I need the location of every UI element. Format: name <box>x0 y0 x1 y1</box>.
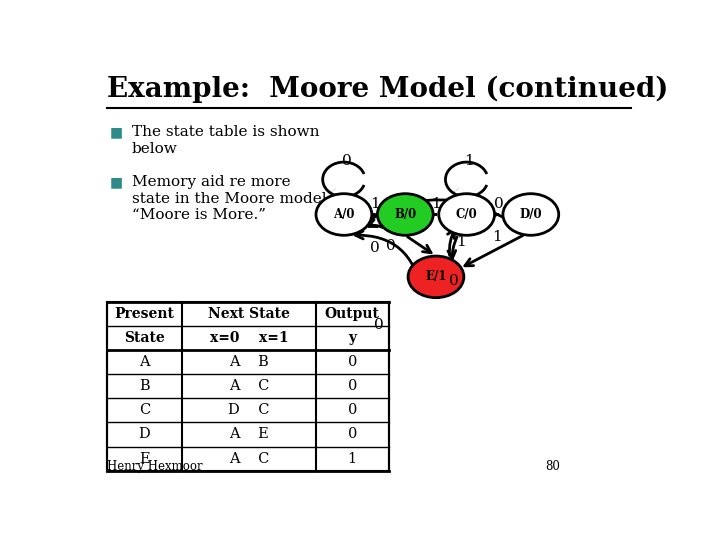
Circle shape <box>438 194 495 235</box>
Text: 1: 1 <box>464 153 474 167</box>
Text: 0: 0 <box>348 379 357 393</box>
Text: 0: 0 <box>374 318 384 332</box>
Text: D/0: D/0 <box>520 208 542 221</box>
Text: state in the Moore model:: state in the Moore model: <box>132 192 332 206</box>
Text: ■: ■ <box>109 175 122 189</box>
Text: “Moore is More.”: “Moore is More.” <box>132 208 266 222</box>
Text: 1: 1 <box>456 234 466 248</box>
Text: 80: 80 <box>546 460 561 473</box>
Text: E/1: E/1 <box>426 271 446 284</box>
Text: C: C <box>139 403 150 417</box>
Text: D    C: D C <box>228 403 270 417</box>
Text: B/0: B/0 <box>394 208 416 221</box>
FancyBboxPatch shape <box>107 302 389 471</box>
Text: Next State: Next State <box>208 307 290 321</box>
Text: Memory aid re more: Memory aid re more <box>132 175 290 189</box>
Text: 0: 0 <box>348 403 357 417</box>
Text: 0: 0 <box>387 239 396 253</box>
Text: A: A <box>139 355 150 369</box>
Text: Present: Present <box>114 307 174 321</box>
Text: A    C: A C <box>229 379 269 393</box>
Text: B: B <box>139 379 150 393</box>
Text: The state table is shown: The state table is shown <box>132 125 320 139</box>
Text: E: E <box>139 451 150 465</box>
Circle shape <box>316 194 372 235</box>
Text: Example:  Moore Model (continued): Example: Moore Model (continued) <box>107 75 668 103</box>
Circle shape <box>377 194 433 235</box>
Text: 0: 0 <box>348 355 357 369</box>
Circle shape <box>503 194 559 235</box>
Text: below: below <box>132 141 178 156</box>
Text: A    B: A B <box>229 355 269 369</box>
Text: A/0: A/0 <box>333 208 355 221</box>
Text: 0: 0 <box>449 274 459 288</box>
Text: ■: ■ <box>109 125 122 139</box>
Text: Output: Output <box>325 307 379 321</box>
Text: x=0    x=1: x=0 x=1 <box>210 331 288 345</box>
Text: 1: 1 <box>431 197 441 211</box>
Text: A    E: A E <box>229 428 269 441</box>
Text: 0: 0 <box>494 197 503 211</box>
Text: y: y <box>348 331 356 345</box>
Text: 0: 0 <box>342 153 351 167</box>
Text: State: State <box>124 331 165 345</box>
Circle shape <box>408 256 464 298</box>
Text: A    C: A C <box>229 451 269 465</box>
Text: 1: 1 <box>348 451 357 465</box>
Text: D: D <box>138 428 150 441</box>
Text: 1: 1 <box>369 197 379 211</box>
Text: 1: 1 <box>492 231 503 245</box>
Text: 0: 0 <box>369 241 379 255</box>
Text: C/0: C/0 <box>456 208 477 221</box>
Text: Henry Hexmoor: Henry Hexmoor <box>107 460 202 473</box>
Text: 0: 0 <box>348 428 357 441</box>
